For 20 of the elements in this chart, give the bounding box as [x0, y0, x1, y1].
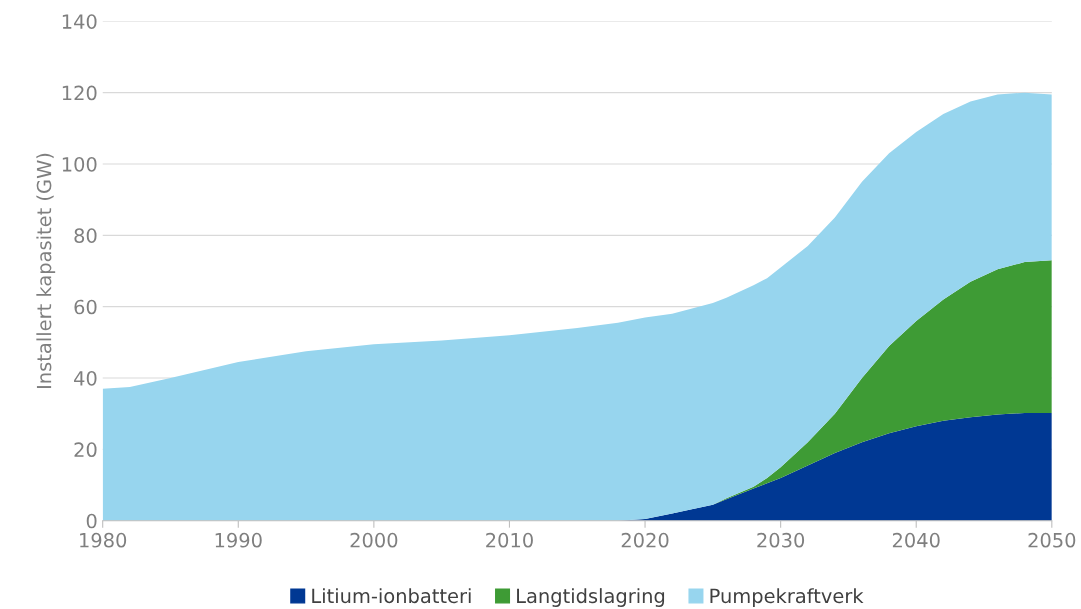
x-tick-label: 2050: [1028, 532, 1076, 548]
y-tick-label: 80: [74, 228, 97, 243]
x-tick-label: 1990: [215, 532, 262, 548]
x-tick-label: 2040: [892, 532, 940, 548]
y-tick-label: 100: [62, 156, 97, 172]
x-tick-label: 2000: [350, 532, 398, 548]
y-axis-title: Installert kapasitet (GW): [36, 153, 56, 388]
y-tick-label: 20: [74, 442, 97, 458]
x-tick-label: 2020: [621, 532, 669, 548]
legend-label: Litium-ionbatteri: [312, 588, 471, 604]
y-tick-label: 140: [62, 14, 97, 29]
legend-label: Langtidslagring: [517, 588, 665, 607]
y-tick-label: 40: [74, 370, 97, 386]
x-tick-label: 2010: [486, 532, 533, 548]
x-tick-label: 2030: [757, 532, 805, 548]
x-tick-label: 1980: [80, 532, 127, 548]
y-tick-label: 0: [86, 513, 97, 529]
y-tick-label: 60: [74, 299, 97, 315]
y-tick-label: 120: [62, 85, 97, 101]
legend-label: Pumpekraftverk: [710, 588, 864, 607]
